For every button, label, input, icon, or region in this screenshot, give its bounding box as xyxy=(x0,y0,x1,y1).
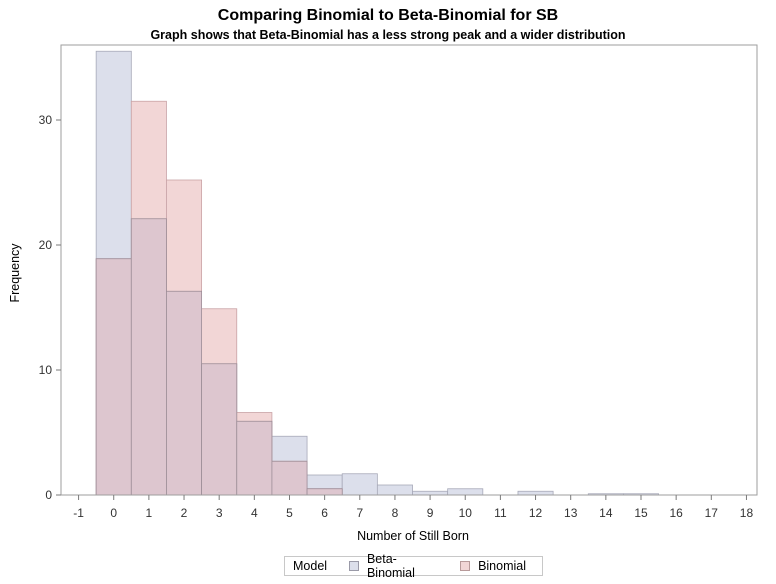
bar-overlap-6 xyxy=(306,488,343,496)
x-tick-label-1: 1 xyxy=(146,506,153,520)
x-tick-label-14: 14 xyxy=(599,506,613,520)
bar-beta-binomial-8 xyxy=(376,484,413,496)
x-tick-label-15: 15 xyxy=(634,506,648,520)
x-axis-label: Number of Still Born xyxy=(357,529,469,543)
x-tick-label-2: 2 xyxy=(181,506,188,520)
legend-label-binomial: Binomial xyxy=(478,559,526,573)
bar-beta-binomial-10 xyxy=(447,488,484,496)
x-tick-label-3: 3 xyxy=(216,506,223,520)
bar-overlap-5 xyxy=(271,460,308,496)
x-tick-label-6: 6 xyxy=(321,506,328,520)
x-tick-label-7: 7 xyxy=(356,506,363,520)
x-tick-label--1: -1 xyxy=(73,506,84,520)
legend-swatch-beta-binomial xyxy=(349,561,359,571)
chart-title: Comparing Binomial to Beta-Binomial for … xyxy=(217,7,559,24)
x-tick-label-5: 5 xyxy=(286,506,293,520)
x-tick-label-13: 13 xyxy=(564,506,578,520)
plot-frame xyxy=(60,44,758,496)
x-tick-label-16: 16 xyxy=(669,506,683,520)
y-tick-label-20: 20 xyxy=(39,238,53,252)
chart-subtitle: Graph shows that Beta-Binomial has a les… xyxy=(150,28,626,42)
x-tick-label-4: 4 xyxy=(251,506,258,520)
x-tick-label-0: 0 xyxy=(110,506,117,520)
y-tick-label-0: 0 xyxy=(45,488,52,502)
bar-beta-binomial-9 xyxy=(412,490,449,496)
bar-overlap-3 xyxy=(201,363,238,496)
y-axis-label: Frequency xyxy=(8,243,22,303)
bar-beta-binomial-12 xyxy=(517,490,554,496)
legend-item-binomial: Binomial xyxy=(460,559,526,573)
bar-overlap-0 xyxy=(95,258,132,496)
y-tick-label-10: 10 xyxy=(39,363,53,377)
legend: Model Beta-Binomial Binomial xyxy=(284,552,543,580)
x-tick-label-10: 10 xyxy=(459,506,473,520)
legend-title: Model xyxy=(293,559,328,573)
x-tick-label-18: 18 xyxy=(740,506,754,520)
legend-swatch-binomial xyxy=(460,561,471,571)
legend-item-beta-binomial: Beta-Binomial xyxy=(349,552,444,580)
x-tick-label-8: 8 xyxy=(392,506,399,520)
x-tick-label-9: 9 xyxy=(427,506,434,520)
bar-beta-binomial-7 xyxy=(341,473,378,496)
x-tick-label-17: 17 xyxy=(705,506,719,520)
bar-overlap-4 xyxy=(236,420,273,496)
y-tick-label-30: 30 xyxy=(39,113,53,127)
bar-overlap-1 xyxy=(130,218,167,496)
legend-label-beta-binomial: Beta-Binomial xyxy=(366,552,415,580)
bar-overlap-2 xyxy=(166,290,203,496)
x-tick-label-12: 12 xyxy=(529,506,543,520)
x-tick-label-11: 11 xyxy=(494,506,507,520)
